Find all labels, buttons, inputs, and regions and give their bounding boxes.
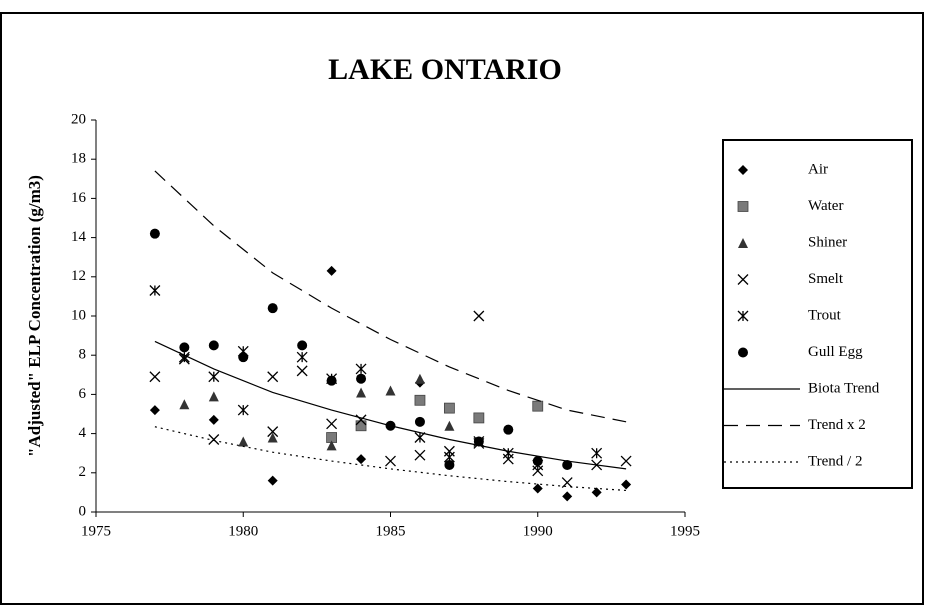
point <box>326 265 337 276</box>
point <box>473 412 485 424</box>
point <box>532 400 544 412</box>
legend-label: Trout <box>808 307 842 323</box>
point <box>356 387 367 398</box>
y-tick-label: 4 <box>79 425 87 441</box>
y-tick-label: 8 <box>79 347 87 363</box>
point <box>297 340 308 351</box>
point <box>414 432 426 443</box>
legend-label: Water <box>808 198 843 214</box>
y-axis-label: "Adjusted" ELP Concentration (g/m3) <box>25 175 44 457</box>
legend-label: Gull Egg <box>808 344 863 360</box>
legend-label: Air <box>808 161 828 177</box>
point <box>238 436 249 447</box>
point <box>326 375 337 386</box>
x-tick-label: 1985 <box>376 523 406 539</box>
y-tick-label: 20 <box>71 111 86 127</box>
point <box>149 371 161 383</box>
y-tick-label: 6 <box>79 386 87 402</box>
x-tick-label: 1995 <box>670 523 700 539</box>
point <box>414 373 425 384</box>
legend-marker <box>737 201 749 212</box>
legend-label: Smelt <box>808 271 844 287</box>
legend <box>722 139 913 489</box>
legend-label: Biota Trend <box>808 380 880 396</box>
point <box>267 371 279 383</box>
point <box>149 228 160 239</box>
y-tick-label: 2 <box>79 464 87 480</box>
point <box>237 404 249 416</box>
point <box>356 454 367 465</box>
legend-label: Trend / 2 <box>808 453 862 469</box>
point <box>267 426 279 438</box>
point <box>591 447 603 459</box>
point <box>443 402 455 414</box>
point <box>414 416 425 427</box>
point <box>414 449 426 461</box>
legend-label: Trend x 2 <box>808 417 866 433</box>
point <box>356 373 367 384</box>
x-tick-label: 1990 <box>523 523 553 539</box>
trend-line <box>154 426 627 492</box>
point <box>149 285 161 296</box>
point <box>473 310 485 322</box>
point <box>532 483 543 494</box>
y-tick-label: 16 <box>71 190 87 206</box>
point <box>267 432 278 443</box>
y-tick-label: 12 <box>71 268 86 284</box>
legend-marker <box>738 165 748 175</box>
point <box>208 371 220 383</box>
point <box>532 456 543 467</box>
point <box>562 491 573 502</box>
point <box>208 340 219 351</box>
point <box>591 487 602 498</box>
point <box>326 440 337 451</box>
point <box>502 447 514 459</box>
legend-label: Shiner <box>808 234 847 250</box>
point <box>444 420 455 431</box>
point <box>296 351 308 363</box>
y-tick-label: 10 <box>71 307 86 323</box>
point <box>208 391 219 402</box>
point <box>355 420 367 432</box>
chart-title: LAKE ONTARIO <box>328 53 562 86</box>
point <box>473 436 484 447</box>
point <box>267 475 278 486</box>
y-tick-label: 14 <box>71 229 87 245</box>
point <box>385 455 396 467</box>
point <box>561 477 573 489</box>
legend-marker <box>737 274 749 285</box>
point <box>208 414 219 425</box>
trend-line <box>154 340 627 470</box>
point <box>385 385 396 396</box>
trend-line <box>154 170 627 423</box>
legend-marker <box>738 347 748 358</box>
point <box>179 342 190 353</box>
x-tick-label: 1975 <box>81 523 111 539</box>
point <box>444 459 455 470</box>
point <box>238 352 249 363</box>
point <box>562 459 573 470</box>
x-tick-label: 1980 <box>228 523 258 539</box>
point <box>414 394 426 406</box>
point <box>296 365 308 377</box>
legend-marker <box>738 238 748 248</box>
point <box>355 363 367 375</box>
point <box>208 434 220 445</box>
legend-marker <box>737 310 749 322</box>
point <box>620 455 632 467</box>
y-tick-label: 0 <box>79 503 87 519</box>
point <box>326 418 338 430</box>
point <box>621 479 632 490</box>
y-tick-label: 18 <box>71 151 86 167</box>
point <box>503 424 514 435</box>
point <box>179 399 190 410</box>
point <box>149 405 160 416</box>
point <box>267 303 278 314</box>
